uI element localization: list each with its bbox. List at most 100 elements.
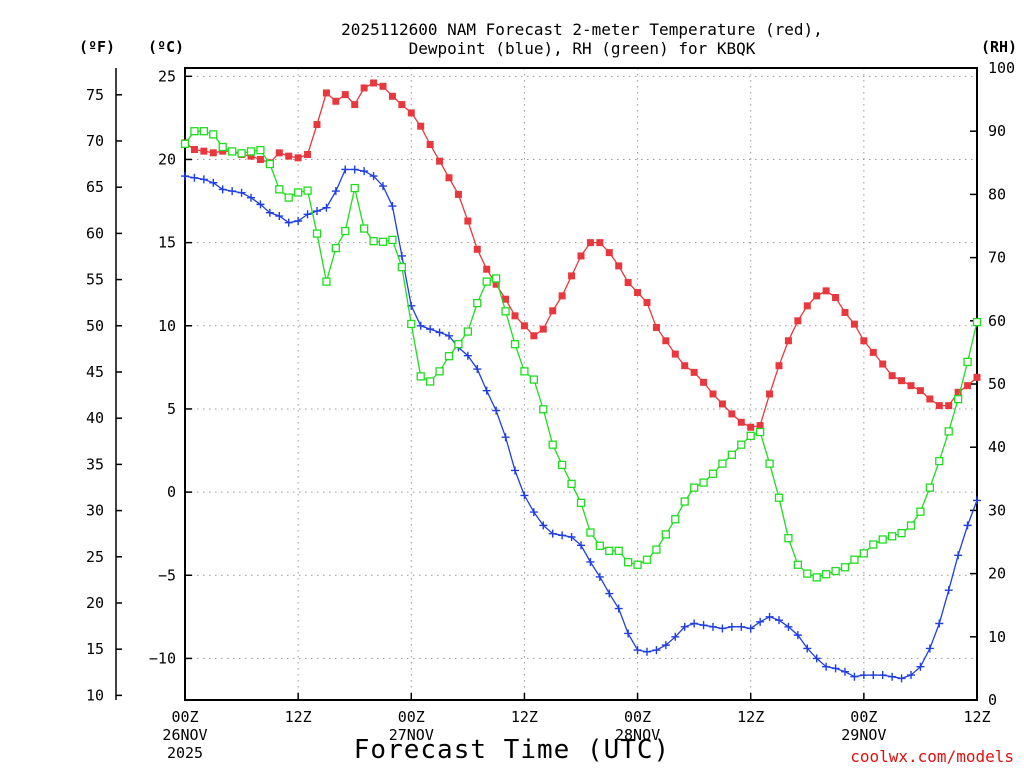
data-point (944, 586, 953, 595)
data-point (878, 671, 887, 680)
data-point (360, 84, 368, 92)
data-point (737, 440, 746, 449)
data-point (568, 272, 576, 280)
data-point (322, 89, 330, 97)
data-point (304, 150, 312, 158)
data-point (548, 440, 557, 449)
data-point (945, 402, 953, 410)
data-point (774, 493, 784, 502)
data-point (906, 521, 916, 530)
data-point (473, 245, 481, 253)
data-point (963, 521, 972, 530)
data-point (614, 546, 623, 555)
data-point (595, 541, 605, 550)
data-point (190, 145, 198, 153)
data-point (935, 456, 944, 466)
data-point (190, 127, 199, 136)
data-point (954, 551, 963, 560)
data-point (907, 671, 915, 680)
data-point (793, 631, 802, 640)
data-point (293, 188, 303, 197)
time-tick-label: 12Z (511, 708, 538, 726)
fahrenheit-tick-label: 50 (86, 317, 104, 335)
data-point (652, 545, 661, 554)
data-point (284, 218, 293, 227)
fahrenheit-tick-label: 20 (86, 594, 104, 612)
data-point (444, 352, 454, 361)
rh-tick-label: 60 (988, 312, 1006, 330)
data-point (218, 142, 227, 152)
data-point (887, 532, 897, 541)
data-point (492, 406, 501, 415)
data-point (313, 207, 321, 216)
celsius-tick-label: 25 (158, 67, 176, 85)
data-point (425, 377, 435, 386)
data-point (482, 277, 491, 286)
data-point (727, 450, 737, 459)
data-point (708, 469, 718, 478)
data-point (661, 641, 670, 650)
data-point (756, 617, 765, 626)
data-point (784, 622, 793, 631)
data-point (689, 483, 699, 492)
series-line (184, 168, 978, 680)
data-point (963, 357, 972, 367)
data-point (350, 183, 359, 193)
data-point (671, 632, 680, 641)
fahrenheit-tick-label: 55 (86, 271, 104, 289)
data-point (605, 546, 614, 555)
data-point (860, 337, 868, 345)
data-point (228, 187, 237, 196)
data-point (181, 172, 189, 181)
data-point (227, 147, 237, 156)
data-point (784, 337, 792, 345)
data-point (775, 362, 783, 370)
data-point (359, 224, 369, 233)
data-point (416, 372, 425, 381)
fahrenheit-tick-label: 60 (86, 224, 104, 242)
x-axis-title: Forecast Time (UTC) (354, 735, 670, 765)
rh-tick-label: 10 (988, 628, 1006, 646)
data-point (539, 521, 548, 530)
data-point (463, 351, 472, 360)
data-point (765, 612, 774, 621)
data-point (728, 410, 736, 418)
time-tick-label: 00Z (171, 708, 198, 726)
data-point (482, 386, 491, 395)
data-point (850, 672, 859, 681)
data-point (530, 332, 538, 340)
data-point (388, 202, 397, 211)
data-point (549, 307, 557, 315)
data-point (209, 130, 218, 139)
data-point (926, 395, 934, 403)
data-point (322, 277, 331, 286)
rh-tick-label: 100 (988, 59, 1015, 77)
data-point (850, 555, 859, 564)
data-point (473, 365, 482, 374)
data-point (256, 155, 264, 163)
data-point (634, 289, 642, 297)
data-point (709, 390, 717, 398)
data-point (256, 146, 265, 155)
data-point (812, 654, 821, 663)
data-point (379, 182, 387, 191)
data-point (218, 185, 227, 194)
data-point (539, 405, 548, 414)
data-point (718, 400, 726, 408)
data-point (294, 217, 303, 226)
fahrenheit-axis: 75 70 65 60 55 50 45 40 35 30 25 20 15 10 (86, 86, 122, 704)
data-point (897, 674, 906, 683)
date-tick-label: 27NOV (389, 726, 434, 744)
data-point (709, 622, 717, 631)
data-point (180, 139, 190, 148)
rh-unit-label: (RH) (981, 38, 1017, 56)
data-point (727, 622, 736, 631)
data-point (199, 175, 208, 184)
data-point (436, 157, 444, 165)
data-point (803, 569, 812, 578)
data-point (614, 604, 623, 613)
data-point (747, 423, 755, 431)
data-point (907, 382, 915, 390)
data-point (812, 573, 821, 582)
